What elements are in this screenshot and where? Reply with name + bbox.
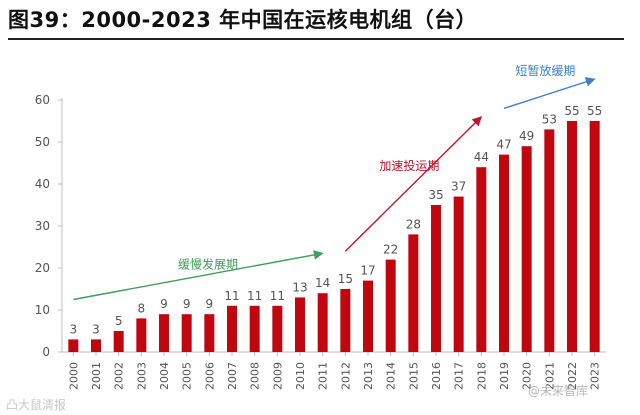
x-tick-label: 2023 [589, 362, 602, 390]
bar-2002 [113, 331, 124, 352]
bar-value-label: 9 [183, 297, 191, 311]
bar-value-label: 11 [224, 289, 239, 303]
x-tick-label: 2016 [430, 362, 443, 390]
bar-2016 [431, 205, 441, 352]
bar-2006 [204, 314, 215, 352]
phase-label-1: 缓慢发展期 [178, 256, 238, 271]
bar-2015 [408, 234, 419, 352]
bar-2014 [385, 259, 396, 352]
bar-value-label: 44 [474, 150, 489, 164]
x-tick-label: 2019 [498, 362, 511, 390]
bar-value-label: 55 [587, 104, 602, 118]
bar-value-label: 11 [247, 289, 262, 303]
y-tick-label: 60 [35, 93, 50, 107]
y-tick-label: 40 [35, 177, 50, 191]
bar-2013 [363, 280, 373, 352]
bar-2009 [272, 305, 283, 352]
bar-value-label: 17 [360, 264, 375, 278]
x-tick-label: 2022 [566, 362, 579, 390]
page-title: 图39：2000-2023 年中国在运核电机组（台） [8, 8, 478, 32]
y-tick-label: 50 [35, 135, 50, 149]
phase-label-2: 加速投运期 [379, 158, 439, 173]
y-tick-label: 10 [35, 303, 50, 317]
x-tick-label: 2003 [135, 362, 148, 390]
phase-arrow-1 [73, 250, 324, 301]
x-tick-label: 2005 [181, 362, 194, 390]
bar-value-label: 53 [542, 112, 557, 126]
bar-value-label: 35 [428, 188, 443, 202]
bar-2022 [567, 121, 577, 352]
bar-2008 [249, 305, 260, 352]
phase-arrow-3 [503, 77, 596, 110]
bar-2023 [589, 121, 600, 352]
phase-arrow-2 [344, 116, 483, 252]
y-tick-label: 0 [42, 345, 50, 359]
bar-value-label: 5 [115, 314, 123, 328]
bar-2005 [181, 314, 192, 352]
bar-value-label: 22 [383, 243, 398, 257]
bar-2019 [499, 154, 509, 352]
bar-value-label: 47 [496, 138, 511, 152]
bar-value-label: 15 [338, 272, 353, 286]
x-tick-label: 2013 [362, 362, 375, 390]
bar-value-label: 3 [92, 322, 100, 336]
x-tick-label: 2012 [339, 362, 352, 390]
bar-2001 [91, 339, 101, 352]
x-tick-label: 2002 [113, 362, 126, 390]
bar-2021 [544, 129, 555, 352]
bar-value-label: 13 [292, 280, 307, 294]
y-tick-label: 30 [35, 219, 50, 233]
bar-2000 [68, 339, 79, 352]
x-tick-label: 2015 [407, 362, 420, 390]
bar-value-label: 55 [564, 104, 579, 118]
phase-label-3: 短暂放缓期 [515, 63, 575, 78]
x-tick-label: 2009 [271, 362, 284, 390]
bar-value-label: 9 [160, 297, 168, 311]
y-tick-label: 20 [35, 261, 50, 275]
x-tick-label: 2007 [226, 362, 239, 390]
x-tick-label: 2010 [294, 362, 307, 390]
title-divider [8, 38, 624, 40]
x-tick-label: 2021 [543, 362, 556, 390]
bar-value-label: 49 [519, 129, 534, 143]
bar-value-label: 11 [270, 289, 285, 303]
bar-2017 [453, 196, 464, 352]
bar-2020 [521, 146, 532, 352]
bar-2011 [317, 293, 328, 352]
x-tick-label: 2000 [67, 362, 80, 390]
bar-2007 [227, 305, 237, 352]
bar-value-label: 8 [138, 301, 146, 315]
bar-value-label: 3 [70, 322, 78, 336]
x-tick-label: 2006 [203, 362, 216, 390]
watermark-right: @未来智库 [528, 384, 589, 398]
bar-value-label: 9 [206, 297, 214, 311]
bar-2010 [295, 297, 305, 352]
bar-2003 [136, 318, 147, 352]
x-tick-label: 2001 [90, 362, 103, 390]
bar-2004 [159, 314, 169, 352]
x-tick-label: 2014 [385, 362, 398, 390]
bar-value-label: 14 [315, 276, 330, 290]
bar-2012 [340, 289, 351, 352]
x-tick-label: 2017 [453, 362, 466, 390]
watermark-left: 凸大鼠清报 [6, 398, 67, 412]
x-tick-label: 2008 [249, 362, 262, 390]
x-tick-label: 2020 [521, 362, 534, 390]
bar-value-label: 37 [451, 180, 466, 194]
bar-value-label: 28 [406, 217, 421, 231]
bar-2018 [476, 167, 487, 352]
x-tick-label: 2011 [317, 362, 330, 390]
x-tick-label: 2004 [158, 362, 171, 390]
x-tick-label: 2018 [475, 362, 488, 390]
